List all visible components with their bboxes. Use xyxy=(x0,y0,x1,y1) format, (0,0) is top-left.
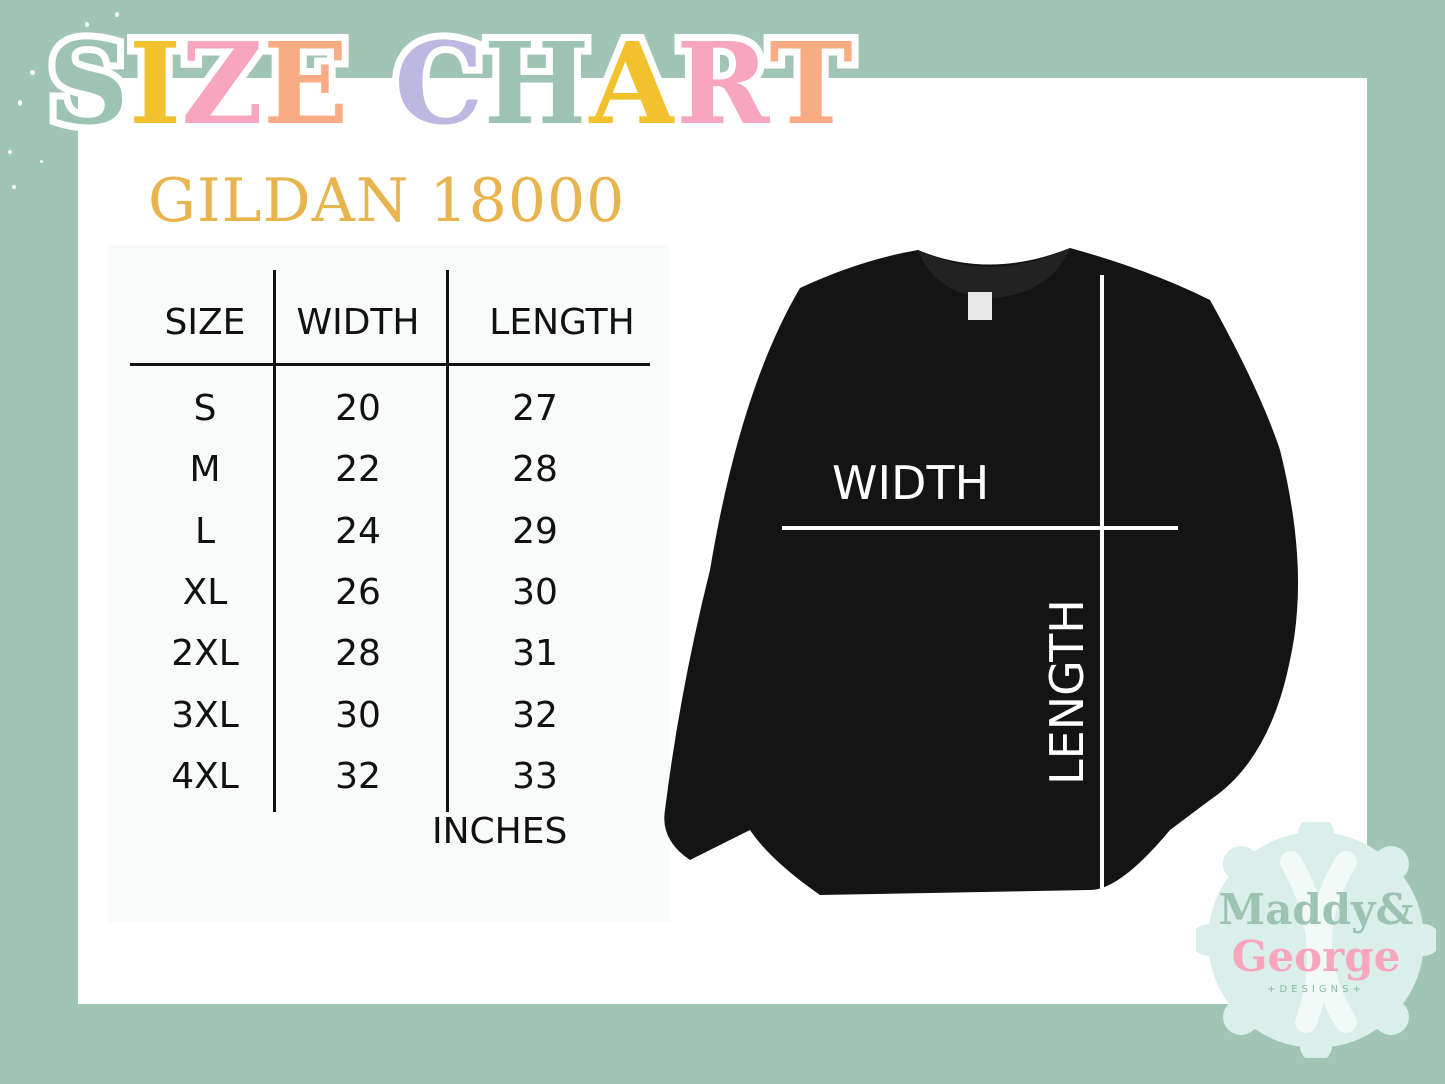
cell-width: 22 xyxy=(335,449,381,491)
cell-length: 27 xyxy=(512,388,558,429)
header-length: LENGTH xyxy=(489,302,635,343)
sparkle-dot xyxy=(18,100,22,106)
sparkle-dot xyxy=(12,185,16,189)
cell-size: M xyxy=(189,449,221,491)
title-letter: T xyxy=(762,13,859,157)
cell-length: 31 xyxy=(512,633,558,675)
title-letter: E xyxy=(256,13,355,157)
width-label: WIDTH xyxy=(832,456,990,510)
sparkle-dot xyxy=(85,22,89,27)
title-letter: R xyxy=(669,13,776,157)
cell-width: 20 xyxy=(335,388,381,429)
title-gap xyxy=(348,20,394,150)
sweatshirt-illustration xyxy=(664,248,1298,905)
title-letter: A xyxy=(582,13,683,157)
shirt-tag xyxy=(968,292,992,320)
length-label: LENGTH xyxy=(1040,599,1094,785)
sparkle-dot xyxy=(40,160,43,163)
title-letter: Z xyxy=(174,13,270,157)
sparkle-dot xyxy=(115,12,119,17)
title-letter: C xyxy=(387,13,490,157)
header-width: WIDTH xyxy=(296,302,420,343)
size-table xyxy=(108,245,670,922)
cell-width: 30 xyxy=(335,694,381,736)
product-subtitle: GILDAN 18000 xyxy=(148,166,626,236)
logo-line1: Maddy& xyxy=(1218,885,1414,934)
cell-size: 4XL xyxy=(171,755,239,797)
cell-length: 29 xyxy=(512,510,558,552)
cell-size: 2XL xyxy=(171,633,239,675)
brand-logo: Maddy& George +DESIGNS+ xyxy=(1196,822,1436,1058)
unit-label: INCHES xyxy=(432,811,568,852)
sparkle-dot xyxy=(30,70,35,75)
header-size: SIZE xyxy=(164,302,246,343)
cell-width: 32 xyxy=(335,755,381,797)
title-letter: I xyxy=(122,13,188,157)
cell-size: L xyxy=(194,510,216,552)
cell-length: 33 xyxy=(512,755,558,797)
logo-badge xyxy=(1196,822,1436,1058)
cell-size: 3XL xyxy=(171,694,239,736)
cell-width: 26 xyxy=(335,571,381,613)
cell-width: 24 xyxy=(335,510,381,552)
logo-line2: George xyxy=(1231,932,1401,981)
cell-length: 30 xyxy=(512,571,558,613)
cell-length: 28 xyxy=(512,449,558,491)
cell-length: 32 xyxy=(512,694,558,736)
logo-line3: +DESIGNS+ xyxy=(1267,984,1365,995)
title-letter: S xyxy=(41,13,136,157)
title-letter: H xyxy=(477,13,597,157)
sparkle-dot xyxy=(8,150,12,154)
column-divider xyxy=(446,270,449,812)
column-divider xyxy=(273,270,276,812)
cell-size: S xyxy=(193,388,217,429)
cell-size: XL xyxy=(182,571,228,613)
header-divider xyxy=(130,363,650,366)
cell-width: 28 xyxy=(335,633,381,675)
